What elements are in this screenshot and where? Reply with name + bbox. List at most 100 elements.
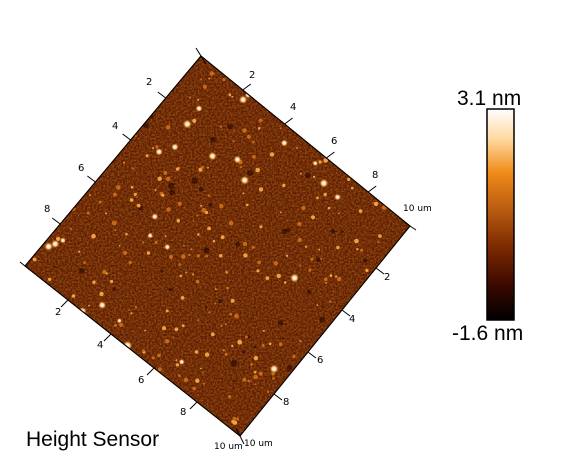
axis-tick <box>242 83 252 91</box>
surface-particle <box>354 238 359 244</box>
tick-label: 2 <box>249 70 255 81</box>
surface-particle <box>122 340 133 351</box>
surface-particle <box>220 324 223 328</box>
surface-particle <box>202 371 204 374</box>
surface-particle <box>192 118 197 123</box>
tick-label: 4 <box>112 121 118 132</box>
axis-tick <box>122 133 131 141</box>
surface-particle <box>154 188 157 191</box>
surface-particle <box>86 211 90 215</box>
tick-label: 8 <box>180 407 186 418</box>
surface-pit <box>281 228 287 234</box>
surface-particle <box>208 77 211 80</box>
surface-particle <box>142 349 145 352</box>
surface-pit <box>321 305 324 308</box>
surface-particle <box>133 192 137 196</box>
surface-particle <box>155 145 159 149</box>
surface-particle <box>98 301 107 310</box>
surface-particle <box>163 170 168 175</box>
surface-particle <box>238 95 248 104</box>
surface-particle <box>71 294 76 298</box>
surface-particle <box>365 268 369 273</box>
surface-particle <box>226 272 228 274</box>
surface-particle <box>222 78 226 82</box>
surface-particle <box>105 212 107 215</box>
surface-particle <box>230 298 235 303</box>
surface-particle <box>237 339 243 345</box>
surface-particle <box>310 215 316 220</box>
surface-particle <box>208 311 211 314</box>
corner-tick-left <box>19 261 31 271</box>
surface-particle <box>253 370 257 374</box>
surface-particle <box>351 186 354 190</box>
surface-particle <box>232 416 236 421</box>
surface-particle <box>169 255 173 259</box>
surface-particle <box>222 348 225 352</box>
surface-particle <box>300 172 302 175</box>
axis-upper-right-labels: 2 4 6 8 10 um <box>249 70 432 214</box>
surface-particle <box>197 319 200 322</box>
surface-particle <box>250 380 252 382</box>
axis-tick <box>87 175 96 183</box>
surface-particle <box>105 272 108 275</box>
surface-particle <box>44 242 53 251</box>
surface-particle <box>151 356 155 360</box>
surface-particle <box>253 374 258 380</box>
surface-pit <box>168 182 175 190</box>
tick-label: 6 <box>78 163 84 174</box>
surface-particle <box>234 420 236 423</box>
surface-particle <box>116 318 122 324</box>
tick-label: 6 <box>317 355 323 366</box>
surface-particle <box>232 420 238 425</box>
surface-particle <box>123 161 125 164</box>
surface-particle <box>377 241 380 244</box>
surface-pit <box>218 299 223 303</box>
surface-particle <box>164 243 171 251</box>
surface-particle <box>271 371 275 376</box>
channel-label: Height Sensor <box>26 428 160 451</box>
surface-particle <box>327 206 331 210</box>
axis-tick <box>146 367 155 376</box>
surface-particle <box>242 128 247 133</box>
surface-pit <box>230 359 238 367</box>
surface-particle <box>242 377 247 382</box>
surface-pit <box>319 316 325 323</box>
axis-end-label: 10 um <box>244 439 273 449</box>
axis-lower-left-labels: 2 4 6 8 10 um <box>55 307 243 452</box>
surface-particle <box>152 147 155 150</box>
surface-particle <box>323 192 327 197</box>
surface-particle <box>157 353 161 358</box>
surface-particle <box>256 269 260 273</box>
colorbar-min-label: -1.6 nm <box>452 322 523 345</box>
surface-particle <box>279 127 282 130</box>
surface-particle <box>195 279 200 284</box>
surface-particle <box>273 261 278 266</box>
surface-pit <box>159 269 163 273</box>
surface-particle <box>204 352 210 357</box>
tick-label: 4 <box>290 102 296 113</box>
surface-particle <box>242 241 248 247</box>
surface-particle <box>207 194 211 197</box>
surface-particle <box>147 232 154 239</box>
surface-particle <box>252 140 255 144</box>
surface-particle <box>323 277 328 282</box>
axis-tick <box>307 351 317 359</box>
surface-particle <box>195 378 200 383</box>
surface-pit <box>205 306 208 309</box>
surface-particle <box>226 286 230 290</box>
surface-particle <box>247 379 250 383</box>
colorbar: 3.1 nm -1.6 nm <box>452 87 523 345</box>
surface-pit <box>210 136 217 143</box>
axis-lower-left <box>24 265 241 437</box>
surface-particle <box>255 167 260 173</box>
surface-particle <box>338 212 340 215</box>
surface-particle <box>360 248 364 252</box>
surface-particle <box>195 105 203 112</box>
surface-particle <box>304 245 307 248</box>
surface-particle <box>266 390 270 393</box>
surface-particle <box>261 343 265 347</box>
surface-particle <box>209 71 215 76</box>
tick-label: 4 <box>97 340 103 351</box>
surface-particle <box>356 248 359 251</box>
surface-particle <box>91 233 96 239</box>
